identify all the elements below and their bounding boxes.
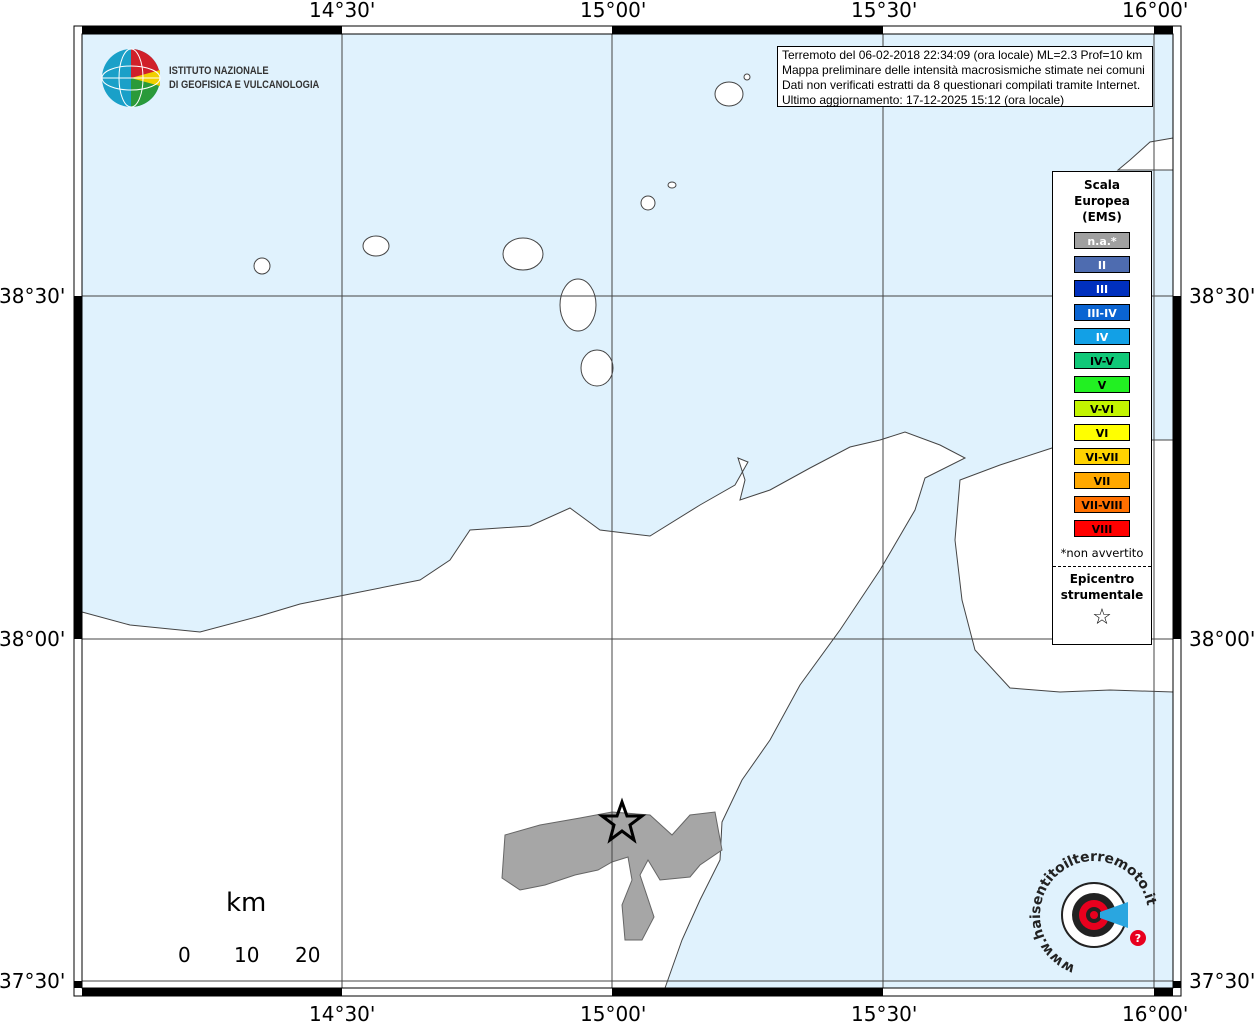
epicenter-star-icon (597, 797, 647, 844)
legend-item: III (1074, 280, 1130, 297)
felt-area-na (501, 811, 723, 941)
legend-title-line: Scala (1083, 178, 1121, 192)
legend-epicenter-line: strumentale (1060, 588, 1144, 602)
ingv-logo-text: ISTITUTO NAZIONALE DI GEOFISICA E VULCAN… (169, 64, 319, 92)
legend-item: VII (1074, 472, 1130, 489)
aeolian-islands (253, 73, 751, 387)
ems-legend: Scala Europea (EMS) n.a.* II III III-IV IV IV… (1052, 171, 1152, 645)
logo-line: DI GEOFISICA E VULCANOLOGIA (169, 79, 320, 91)
legend-item: III-IV (1074, 304, 1130, 321)
scale-unit: km (226, 888, 267, 918)
lon-label: 14°30' (309, 1002, 376, 1026)
scale-tick: 0 (178, 943, 191, 967)
star-icon: ☆ (1092, 605, 1112, 630)
legend-items: n.a.* II III III-IV IV IV-V V V-VI VI VI-VII VII VI… (1053, 232, 1151, 537)
legend-title-line: (EMS) (1082, 210, 1122, 224)
lon-label: 15°30' (851, 1002, 918, 1026)
haisentito-logo-icon: ? (1061, 882, 1146, 948)
legend-item: VI-VII (1074, 448, 1130, 465)
legend-item: IV-V (1074, 352, 1130, 369)
lat-label: 37°30' (0, 969, 66, 993)
lat-label: 38°30' (0, 284, 66, 308)
lon-label: 15°00' (580, 1002, 647, 1026)
legend-note: *non avvertito (1060, 546, 1144, 560)
legend-epicenter: Epicentro strumentale (1053, 571, 1151, 603)
lat-label: 38°00' (1189, 627, 1254, 651)
legend-title: Scala Europea (EMS) (1053, 177, 1151, 225)
info-line: Terremoto del 06-02-2018 22:34:09 (ora l… (782, 48, 1143, 62)
lon-label: 14°30' (309, 0, 376, 22)
legend-item: VI (1074, 424, 1130, 441)
lat-label: 38°30' (1189, 284, 1254, 308)
legend-item: VIII (1074, 520, 1130, 537)
lon-label: 16°00' (1122, 1002, 1189, 1026)
legend-item: II (1074, 256, 1130, 273)
svg-text:?: ? (1135, 932, 1141, 945)
sicily-land (81, 431, 967, 989)
map-frame (73, 25, 1182, 997)
lon-label: 15°30' (851, 0, 918, 22)
legend-item: VII-VIII (1074, 496, 1130, 513)
event-info-box: Terremoto del 06-02-2018 22:34:09 (ora l… (777, 46, 1153, 107)
legend-item: n.a.* (1074, 232, 1130, 249)
legend-epicenter-line: Epicentro (1069, 572, 1135, 586)
scale-tick: 10 (234, 943, 260, 967)
lon-label: 16°00' (1122, 0, 1189, 22)
ingv-logo-icon (101, 48, 161, 108)
scale-tick: 20 (295, 943, 321, 967)
info-line: Dati non verificati estratti da 8 questi… (782, 78, 1141, 92)
legend-item: IV (1074, 328, 1130, 345)
lat-label: 37°30' (1189, 969, 1254, 993)
legend-item: V-VI (1074, 400, 1130, 417)
legend-title-line: Europea (1074, 194, 1130, 208)
logo-line: ISTITUTO NAZIONALE (169, 65, 269, 77)
lon-label: 15°00' (580, 0, 647, 22)
info-line: Ultimo aggiornamento: 17-12-2025 15:12 (… (782, 93, 1065, 107)
legend-divider (1053, 566, 1151, 567)
lat-label: 38°00' (0, 627, 66, 651)
info-line: Mappa preliminare delle intensità macros… (782, 63, 1145, 77)
graticule (82, 34, 1173, 988)
legend-item: V (1074, 376, 1130, 393)
